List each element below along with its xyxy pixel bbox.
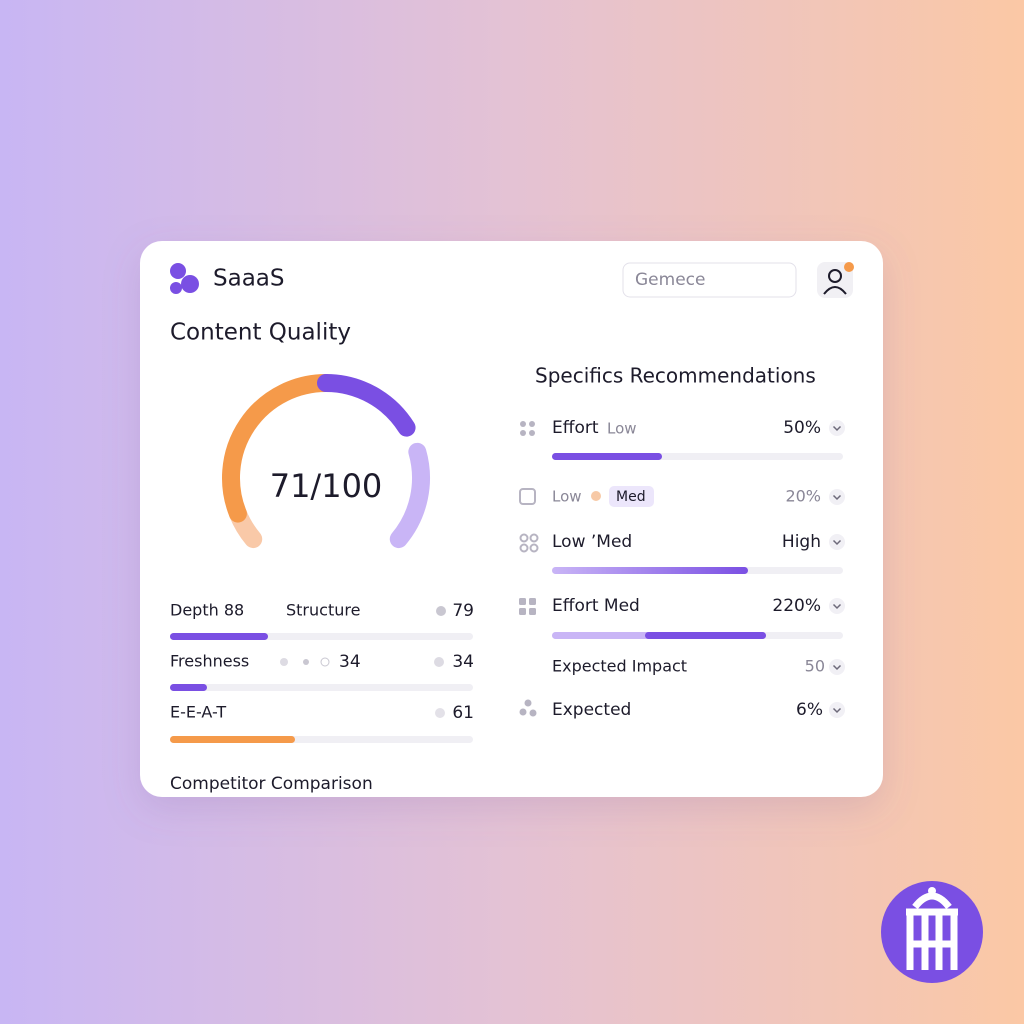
search-box[interactable] xyxy=(622,262,797,298)
item-tag: Low xyxy=(607,420,637,438)
item-icon xyxy=(519,533,539,553)
item-label: Effort Med xyxy=(552,596,640,616)
gauge xyxy=(222,374,430,549)
chevron-bg xyxy=(829,489,845,505)
metric-label: Depth 88 xyxy=(170,601,244,620)
chevron xyxy=(832,603,842,610)
item-tag: Med xyxy=(616,489,646,505)
dot xyxy=(435,708,445,718)
item-badge xyxy=(609,486,654,507)
avatar-button[interactable] xyxy=(817,262,853,298)
item-value: High xyxy=(782,532,821,552)
gauge-arc xyxy=(222,374,335,523)
item-label: Expected xyxy=(552,700,631,720)
item-label: Expected Impact xyxy=(552,657,687,676)
item-value: 6% xyxy=(796,700,823,720)
chevron-bg xyxy=(829,659,845,675)
chevron xyxy=(832,425,842,432)
bar-fill xyxy=(170,736,295,743)
item-value: 220% xyxy=(772,596,821,616)
bar-fill xyxy=(552,453,662,460)
dot xyxy=(303,659,309,665)
metric-value: 79 xyxy=(452,601,474,621)
chevron xyxy=(832,539,842,546)
metric-label: E-E-A-T xyxy=(170,703,226,722)
item-icon xyxy=(520,421,535,436)
score: 71/100 xyxy=(270,467,383,505)
item-value: 50 xyxy=(805,657,825,676)
avatar-icon xyxy=(823,269,847,295)
chevron xyxy=(832,664,842,671)
search-text[interactable]: Gemece xyxy=(635,270,705,290)
gauge-arc xyxy=(317,374,416,437)
chevron-bg xyxy=(829,702,845,718)
item-icon xyxy=(591,491,601,501)
metric-label: Structure xyxy=(286,601,360,620)
dot xyxy=(320,657,330,667)
bar-track xyxy=(170,684,473,691)
chevron-bg xyxy=(829,534,845,550)
bar-fill xyxy=(552,567,748,574)
item-value: 20% xyxy=(785,487,821,506)
item-icon xyxy=(519,488,536,505)
metric-value: 34 xyxy=(452,652,474,672)
dot xyxy=(436,606,446,616)
metric-label: Freshness xyxy=(170,652,249,671)
item-label: Effort xyxy=(552,418,599,438)
dot xyxy=(280,658,288,666)
gauge-arc xyxy=(389,442,430,549)
item-icon xyxy=(519,699,537,717)
chevron-bg xyxy=(829,420,845,436)
metric-value: 61 xyxy=(452,703,474,723)
metric-value: 34 xyxy=(339,652,361,672)
chevron xyxy=(832,707,842,714)
section-title: Content Quality xyxy=(170,320,351,346)
corner-logo-mark xyxy=(906,887,958,970)
dot xyxy=(434,657,444,667)
bar-fill xyxy=(170,633,268,640)
item-value: 50% xyxy=(783,418,821,438)
section-title: Specifics Recommendations xyxy=(535,364,816,388)
chevrons xyxy=(829,420,845,718)
brand-logo xyxy=(170,263,199,294)
brand-name: SaaaS xyxy=(213,266,284,292)
item-label: Low xyxy=(552,488,582,506)
bar-fill xyxy=(170,684,207,691)
notification-dot xyxy=(844,262,854,272)
chevron-bg xyxy=(829,598,845,614)
item-icon xyxy=(519,598,536,615)
item-label: Low ʼMed xyxy=(552,532,632,552)
bar-fill xyxy=(645,632,766,639)
chevron xyxy=(832,494,842,501)
section-title: Competitor Comparison xyxy=(170,774,373,794)
